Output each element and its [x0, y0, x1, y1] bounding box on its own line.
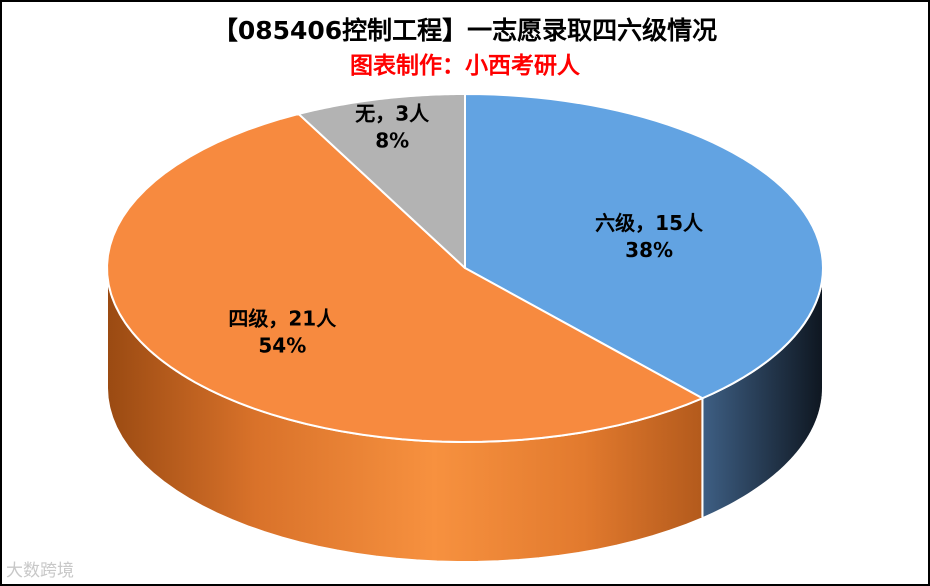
chart-title: 【085406控制工程】一志愿录取四六级情况	[212, 16, 718, 45]
watermark-text: 大数跨境	[6, 561, 74, 581]
pie-slice-六级	[464, 93, 824, 400]
slice-label-四级: 四级，21人	[228, 306, 337, 330]
slice-label-六级: 六级，15人	[595, 211, 704, 235]
chart-subtitle: 图表制作：小西考研人	[350, 53, 580, 79]
slice-label-无: 无，3人	[355, 101, 430, 125]
slice-percent-四级: 54%	[258, 333, 306, 357]
pie-slice-四级	[106, 112, 704, 443]
slice-percent-无: 8%	[375, 128, 409, 152]
pie-slice-无	[297, 93, 466, 269]
slice-percent-六级: 38%	[625, 238, 673, 262]
